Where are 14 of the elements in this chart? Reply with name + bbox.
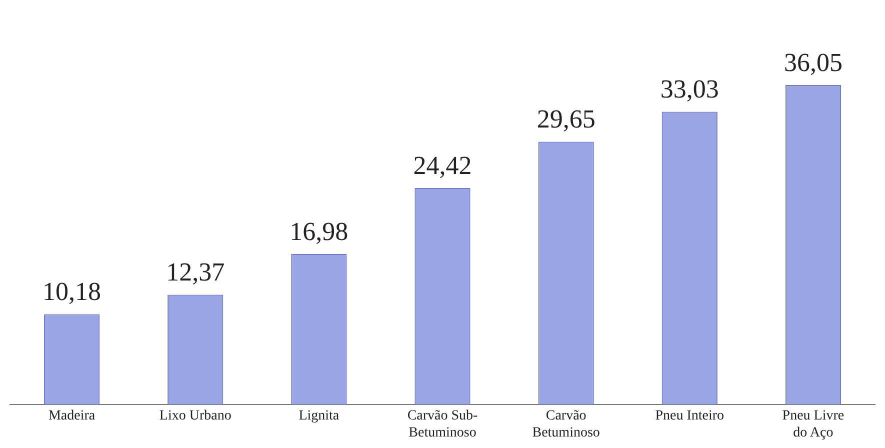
x-tick-label: Pneu Inteiro xyxy=(655,408,724,424)
data-label: 36,05 xyxy=(784,48,842,77)
data-label: 29,65 xyxy=(536,104,596,134)
x-tick-label: Carvão Betuminoso xyxy=(532,408,600,440)
x-tick-label: Lignita xyxy=(298,408,340,424)
x-tick-label: Lixo Urbano xyxy=(159,408,232,424)
x-tick-label: Madeira xyxy=(48,408,96,424)
x-tick-label: Carvão Sub-Betuminoso xyxy=(407,408,478,440)
data-label: 12,37 xyxy=(166,258,225,287)
data-label: 24,42 xyxy=(413,150,472,180)
data-label: 33,03 xyxy=(660,74,719,104)
x-tick-label: Pneu Livre do Aço xyxy=(782,408,844,440)
data-label: 10,18 xyxy=(42,277,102,306)
data-label: 16,98 xyxy=(290,216,348,246)
